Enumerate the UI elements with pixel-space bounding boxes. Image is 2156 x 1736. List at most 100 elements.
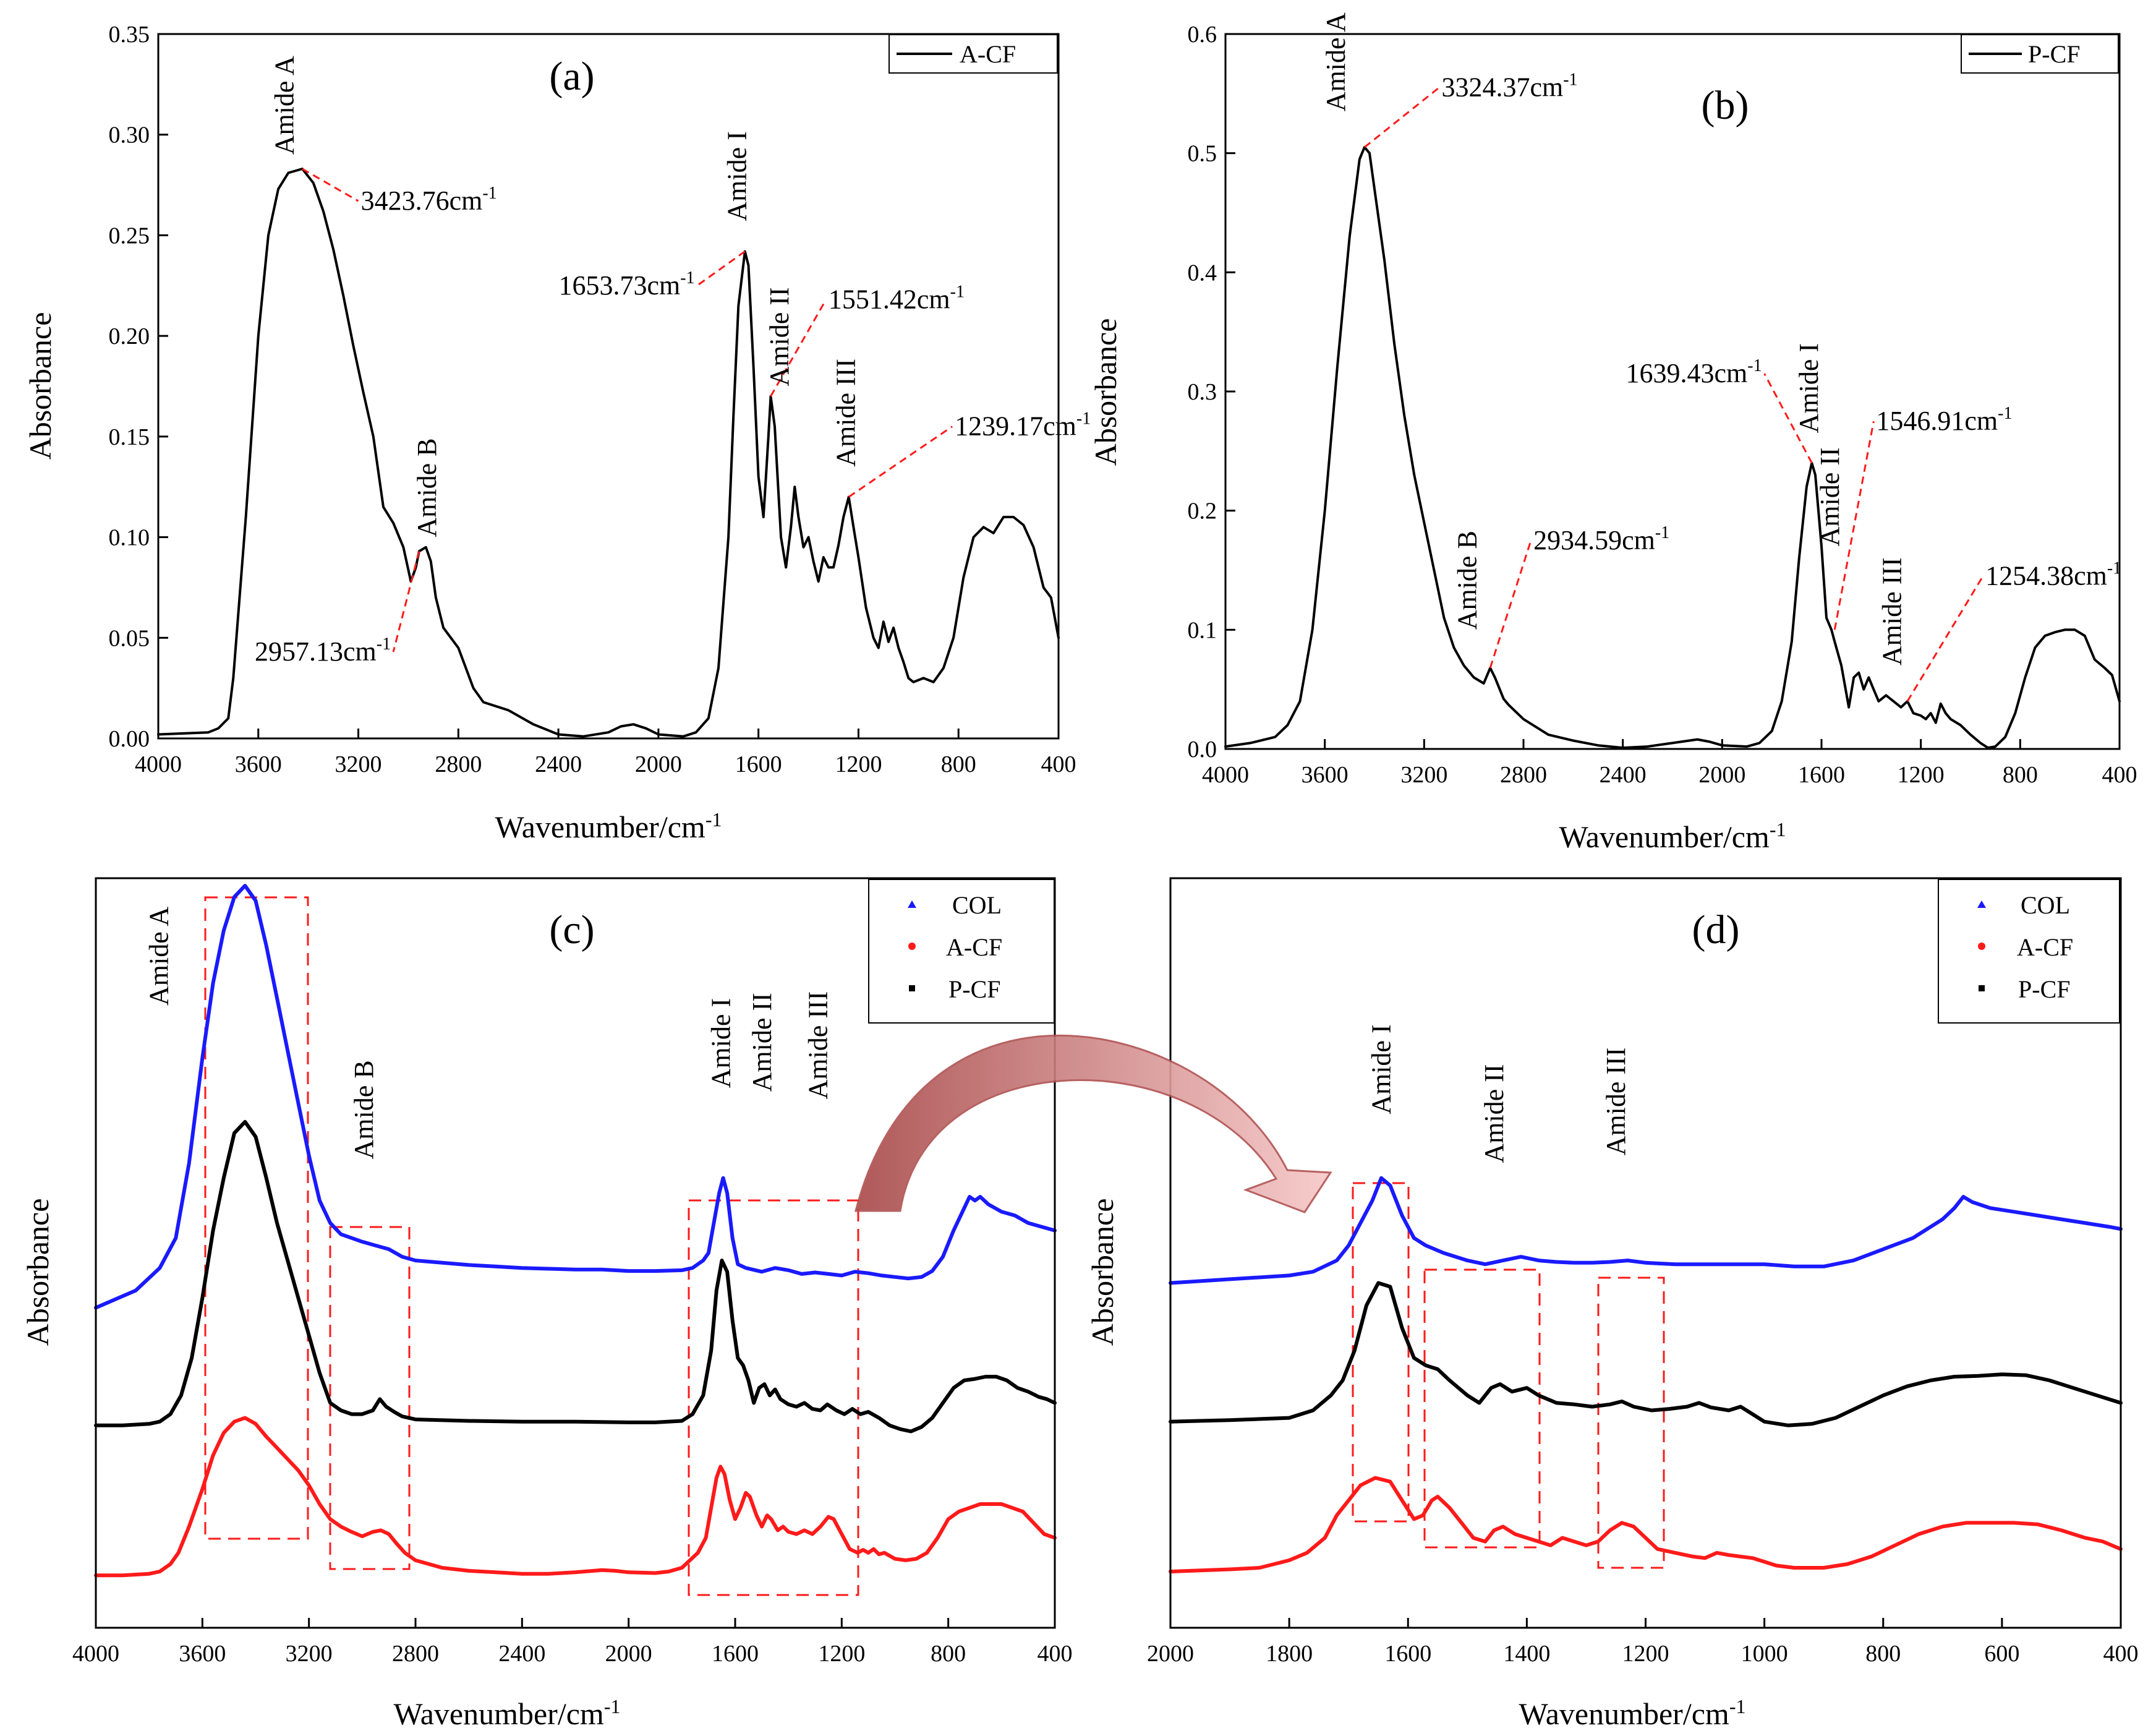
leader-line-a-0 — [302, 168, 359, 202]
x-axis-title-c-text: Wavenumber/cm — [394, 1696, 604, 1731]
x-tick-label-c-2400: 2400 — [498, 1641, 545, 1667]
peak-label-b-3: 1546.91cm-1 — [1876, 404, 2012, 436]
y-axis-title-b: Absorbance — [1088, 319, 1123, 466]
legend-d-label-acf: A-CF — [2017, 933, 2073, 961]
x-tick-label-b-3600: 3600 — [1302, 762, 1349, 788]
highlight-box-amide-i-iii — [688, 1199, 859, 1596]
legend-b: P-CF — [1961, 34, 2119, 74]
plot-d-boxes — [1352, 1182, 1665, 1569]
x-tick-label-b-1600: 1600 — [1798, 762, 1845, 788]
peak-label-a-4-value: 1239.17cm — [955, 411, 1076, 442]
series-b-p-cf — [1224, 146, 2121, 750]
x-tick-label-c-3600: 3600 — [179, 1641, 226, 1667]
legend-d-marker-pcf — [1979, 985, 1985, 991]
x-axis-title-d: Wavenumber/cm-1 — [1519, 1695, 1746, 1731]
leader-line-a-4 — [848, 425, 953, 498]
x-tick-label-b-2000: 2000 — [1698, 762, 1745, 788]
legend-c-label-pcf: P-CF — [948, 975, 1001, 1003]
y-tick-label-a-0.25: 0.25 — [109, 223, 150, 249]
x-tick-label-c-1600: 1600 — [712, 1641, 759, 1667]
transition-arrow — [854, 1034, 1332, 1213]
panel-label-d: (d) — [1692, 907, 1740, 952]
y-tick-label-b-0.3: 0.3 — [1188, 379, 1217, 405]
x-tick-label-a-2800: 2800 — [435, 751, 482, 777]
annotation-a-amide-a: Amide A — [269, 56, 299, 155]
peak-label-a-3-sup: -1 — [950, 283, 965, 302]
plot-b-frame — [1224, 33, 2121, 750]
y-tick-label-b-0.6: 0.6 — [1188, 22, 1217, 48]
y-tick-label-b-0.4: 0.4 — [1188, 260, 1217, 286]
peak-label-a-4-sup: -1 — [1076, 409, 1091, 429]
series-d-col — [1169, 1176, 2123, 1285]
plot-c-series — [94, 884, 1057, 1578]
peak-label-a-4: 1239.17cm-1 — [955, 409, 1091, 442]
y-tick-label-a-0.00: 0.00 — [109, 726, 150, 752]
plot-b-annotations: Amide A Amide B Amide I Amide II Amide III — [1321, 12, 1907, 665]
series-d-a-cf — [1169, 1476, 2123, 1574]
highlight-box-amide-i — [1352, 1182, 1410, 1523]
peak-label-a-0-value: 3423.76cm — [361, 186, 483, 216]
y-axis-title-c: Absorbance — [20, 1199, 55, 1346]
plot-d-ticks: 2000 1800 1600 1400 1200 1000 800 600 400 — [1147, 1618, 2139, 1667]
peak-label-a-3-value: 1551.42cm — [829, 284, 950, 315]
x-tick-label-a-1600: 1600 — [735, 751, 782, 777]
x-tick-label-a-2000: 2000 — [635, 751, 682, 777]
x-tick-label-a-800: 800 — [941, 751, 976, 777]
series-c-col — [94, 884, 1057, 1310]
y-tick-label-b-0.2: 0.2 — [1188, 498, 1217, 524]
plot-c-annotations: Amide A Amide B Amide I Amide II Amide III — [143, 907, 833, 1160]
y-tick-label-a-0.05: 0.05 — [109, 625, 150, 651]
legend-d-label-pcf: P-CF — [2018, 975, 2071, 1003]
annotation-a-amide-iii: Amide III — [830, 359, 861, 467]
y-tick-label-a-0.20: 0.20 — [109, 323, 150, 349]
legend-b-label: P-CF — [2028, 40, 2081, 68]
plot-b-ticks: 4000 3600 3200 2800 2400 2000 1600 1200 800 400 0.… — [1188, 22, 2137, 788]
x-tick-label-d-2000: 2000 — [1147, 1641, 1194, 1667]
legend-d-marker-acf — [1978, 943, 1985, 950]
x-axis-title-b-sup: -1 — [1770, 818, 1786, 840]
x-tick-label-c-4000: 4000 — [72, 1641, 119, 1667]
leader-line-a-1 — [392, 550, 420, 652]
y-tick-label-b-0.0: 0.0 — [1188, 737, 1217, 763]
plot-c-ticks: 4000 3600 3200 2800 2400 2000 1600 1200 800 400 — [72, 1618, 1073, 1667]
y-axis-title-a: Absorbance — [23, 312, 58, 460]
legend-c-box — [868, 879, 1055, 1024]
x-tick-label-d-1800: 1800 — [1266, 1641, 1313, 1667]
plot-b-dash-lines — [1363, 87, 1984, 702]
panel-label-b: (b) — [1702, 83, 1749, 128]
peak-label-b-1-value: 2934.59cm — [1533, 525, 1655, 555]
highlight-box-amide-ii — [1423, 1268, 1541, 1549]
plot-a-dash-lines — [302, 168, 953, 652]
panel-label-c: (c) — [549, 907, 594, 952]
legend-d-marker-col — [1977, 900, 1986, 908]
annotation-b-amide-a: Amide A — [1321, 12, 1351, 111]
legend-d-box — [1938, 879, 2120, 1024]
y-tick-label-b-0.5: 0.5 — [1188, 141, 1217, 167]
plot-c-boxes — [204, 896, 859, 1596]
leader-line-b-3 — [1833, 421, 1875, 630]
x-tick-label-a-400: 400 — [1041, 751, 1076, 777]
annotation-d-amide-iii: Amide III — [1601, 1048, 1631, 1156]
peak-label-a-2-sup: -1 — [680, 268, 694, 288]
peak-label-b-2-sup: -1 — [1747, 356, 1762, 375]
annotation-b-amide-ii: Amide II — [1815, 447, 1845, 546]
peak-label-b-0-sup: -1 — [1563, 71, 1577, 90]
peak-label-b-4-value: 1254.38cm — [1985, 561, 2107, 591]
annotation-c-amide-b: Amide B — [349, 1060, 379, 1159]
x-tick-label-d-1000: 1000 — [1741, 1641, 1788, 1667]
legend-d: COL A-CF P-CF — [1938, 879, 2120, 1024]
annotation-a-amide-i: Amide I — [722, 131, 752, 221]
x-tick-label-a-1200: 1200 — [835, 751, 882, 777]
x-axis-title-d-sup: -1 — [1729, 1695, 1746, 1717]
y-tick-label-b-0.1: 0.1 — [1188, 617, 1217, 643]
x-tick-label-a-4000: 4000 — [135, 751, 182, 777]
peak-label-b-2: 1639.43cm-1 — [1626, 356, 1762, 388]
x-tick-label-b-3200: 3200 — [1400, 762, 1447, 788]
leader-line-b-4 — [1906, 575, 1984, 702]
legend-c-marker-pcf — [909, 985, 915, 991]
annotation-a-amide-b: Amide B — [412, 438, 442, 537]
peak-label-a-2: 1653.73cm-1 — [558, 268, 694, 301]
y-tick-label-a-0.30: 0.30 — [109, 122, 150, 148]
x-tick-label-d-800: 800 — [1865, 1641, 1901, 1667]
